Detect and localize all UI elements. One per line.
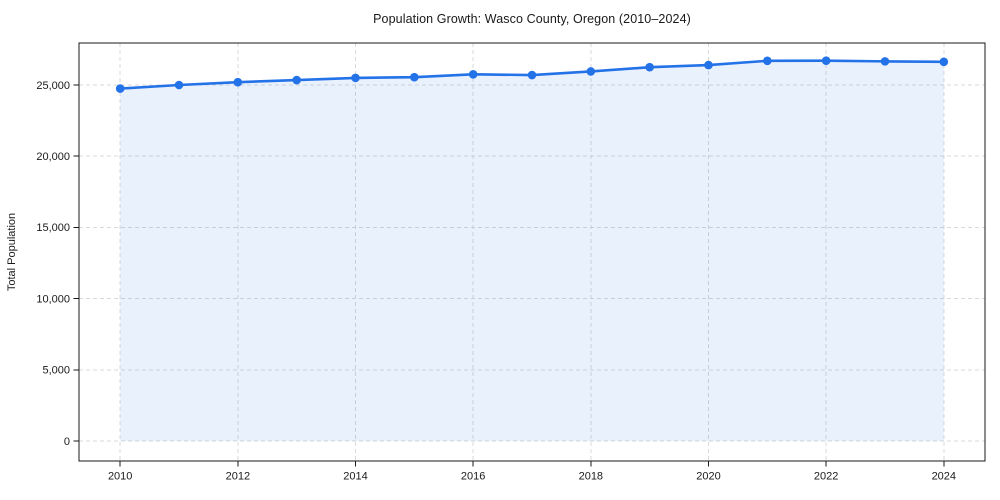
data-points: [115, 56, 949, 93]
axis-tick-labels: 0 5,000 10,000 15,000 20,000 25,000 2010 2012 20…: [36, 80, 956, 483]
data-point: [410, 72, 419, 82]
y-tick-label: 25,000: [36, 80, 70, 92]
data-point: [880, 57, 890, 66]
data-point: [821, 56, 831, 65]
x-tick-label: 2022: [814, 471, 838, 483]
chart-title: Population Growth: Wasco County, Oregon …: [373, 12, 691, 26]
data-point: [763, 56, 772, 66]
data-point: [939, 57, 949, 67]
y-tick-label: 20,000: [36, 151, 70, 163]
x-tick-label: 2014: [343, 471, 367, 483]
data-point: [351, 73, 360, 83]
y-tick-label: 15,000: [36, 222, 70, 234]
y-tick-label: 5,000: [42, 365, 70, 377]
y-tick-label: 0: [64, 436, 70, 448]
axis-ticks: [73, 84, 945, 467]
data-point: [645, 62, 654, 72]
data-point: [468, 70, 478, 79]
x-tick-label: 2016: [461, 471, 485, 483]
x-tick-label: 2010: [108, 471, 132, 483]
grid-lines: [79, 43, 985, 461]
data-point: [174, 80, 184, 90]
data-point: [704, 60, 713, 70]
x-tick-label: 2012: [226, 471, 250, 483]
x-tick-label: 2018: [579, 471, 603, 483]
x-tick-label: 2024: [932, 471, 956, 483]
data-point: [115, 84, 125, 93]
area-fill: [120, 60, 944, 442]
plot-border: [78, 42, 986, 462]
data-point: [527, 70, 537, 80]
y-tick-label: 10,000: [36, 293, 70, 305]
data-point: [586, 67, 596, 76]
x-tick-label: 2020: [696, 471, 720, 483]
data-point: [292, 75, 301, 85]
data-point: [233, 77, 243, 87]
